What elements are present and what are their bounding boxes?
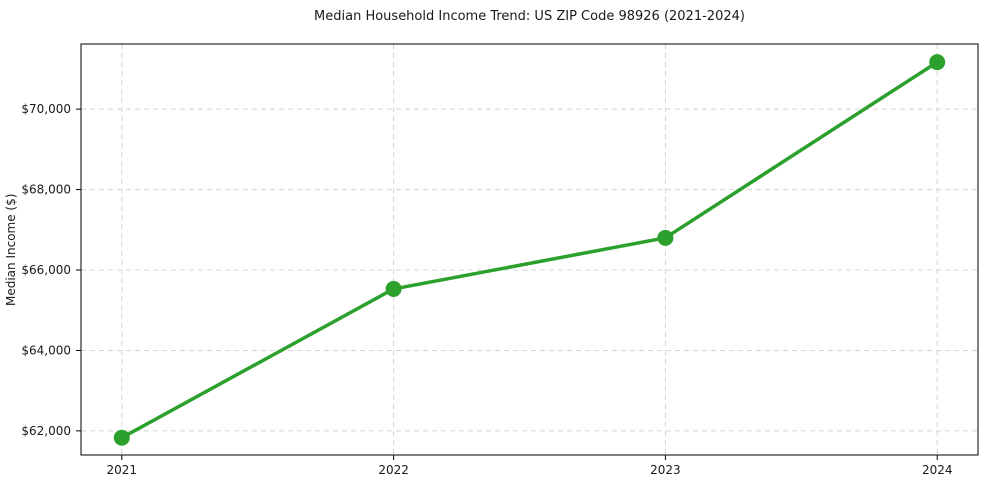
x-tick-label: 2023: [650, 463, 681, 477]
y-tick-label: $70,000: [21, 102, 71, 116]
data-point-marker: [385, 280, 402, 297]
x-tick-label: 2021: [106, 463, 137, 477]
y-tick-label: $68,000: [21, 183, 71, 197]
y-tick-label: $66,000: [21, 263, 71, 277]
data-point-marker: [657, 229, 674, 246]
y-tick-label: $62,000: [21, 424, 71, 438]
y-axis-label: Median Income ($): [4, 193, 18, 306]
plot-border: [80, 43, 979, 456]
x-tick-label: 2022: [378, 463, 409, 477]
data-point-marker: [113, 429, 130, 446]
chart-title: Median Household Income Trend: US ZIP Co…: [314, 9, 745, 24]
x-tick-label: 2024: [922, 463, 953, 477]
y-tick-label: $64,000: [21, 343, 71, 357]
income-trend-line: [120, 60, 939, 440]
data-point-marker: [929, 54, 946, 71]
